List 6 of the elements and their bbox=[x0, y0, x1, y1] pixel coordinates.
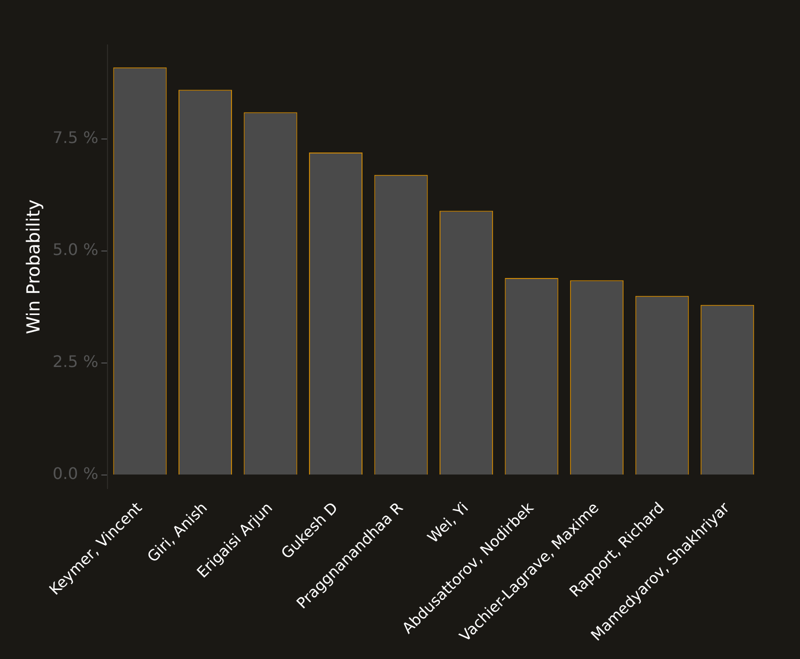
y-tick-label: 2.5 % bbox=[52, 352, 98, 372]
y-axis-title: Win Probability bbox=[23, 199, 44, 334]
y-tick-label: 7.5 % bbox=[52, 128, 98, 148]
x-tick-label: Wei, Yi bbox=[424, 498, 472, 547]
y-tick-label: 5.0 % bbox=[52, 240, 98, 260]
y-tick-label: 0.0 % bbox=[52, 464, 98, 484]
